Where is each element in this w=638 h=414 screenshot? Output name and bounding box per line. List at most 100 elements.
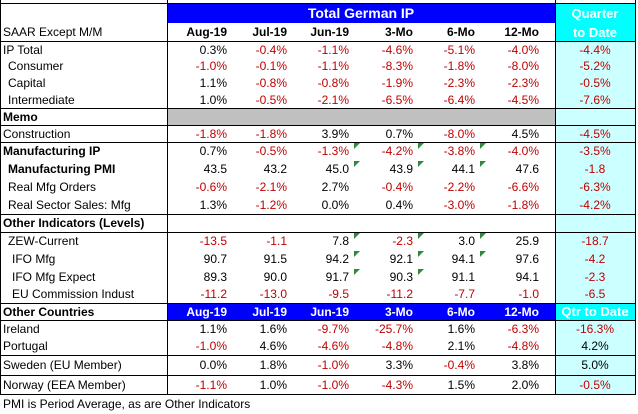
cell-marker-icon [480,251,486,257]
table-row: Portugal -1.0% 4.6% -4.6% -4.8% 2.1% -4.8% 4.2% [0,337,638,355]
row-label: Sweden (EU Member) [3,358,122,372]
value-cell: 0.7% [385,126,413,141]
value-cell: 1.8% [259,358,287,372]
cell-marker-icon [418,143,424,149]
qtd-cell: -7.6% [579,92,611,107]
row-label: EU Commission Indust [12,287,135,301]
value-cell: -1.8% [255,126,287,141]
table-title: Total German IP [307,5,415,21]
value-cell: -4.3% [381,377,413,392]
value-cell: -1.2% [255,198,287,212]
other-countries-header: Other Countries Aug-19 Jul-19 Jun-19 3-M… [0,303,638,320]
value-cell: 44.1 [451,162,475,176]
value-cell: 4.6% [259,339,287,353]
value-cell: 91.5 [263,252,287,266]
value-cell: -1.0% [195,339,227,353]
qtd-cell: -16.3% [575,321,615,336]
title-row: Total German IP Quarter [0,3,638,23]
value-cell: 94.1 [451,252,475,266]
row-label: Portugal [3,339,48,353]
other-countries-header-band [167,303,555,320]
cell-marker-icon [418,161,424,167]
value-cell: -9.7% [317,321,349,336]
grid-line [555,0,556,395]
value-cell: 43.2 [263,162,287,176]
value-cell: 0.3% [199,42,227,57]
value-cell: -1.8% [195,126,227,141]
row-label: Real Mfg Orders [8,180,97,194]
grid-line [0,355,636,356]
value-cell: -4.6% [317,339,349,353]
header-row: SAAR Except M/M Aug-19 Jul-19 Jun-19 3-M… [0,23,638,41]
grid-line [0,142,636,143]
value-cell: 1.6% [259,321,287,336]
value-cell: 1.3% [199,198,227,212]
value-cell: -1.0% [195,59,227,73]
grid-line [0,320,636,321]
memo-band [167,108,555,125]
table-row: Manufacturing IP 0.7% -0.5% -1.3% -4.2% -3.8%… [0,142,638,160]
qtd-cell: 4.2% [581,339,609,353]
period-header: Aug-19 [186,304,227,319]
qtd-cell: -6.3% [579,180,611,194]
quarter-label-1: Quarter [571,5,619,21]
value-cell: 0.0% [321,198,349,212]
value-cell: 3.3% [385,358,413,372]
value-cell: -4.5% [507,92,539,107]
value-cell: 45.0 [325,162,349,176]
cell-marker-icon [480,233,486,239]
value-cell: -2.1% [317,92,349,107]
quarter-label-2: to Date [572,24,618,40]
row-label: Manufacturing IP [3,144,101,158]
table-row: Norway (EEA Member) -1.1% 1.0% -1.0% -4.3% 1.… [0,375,638,394]
qtd-cell: -0.5% [579,377,611,392]
grid-line [0,303,636,304]
cell-marker-icon [418,233,424,239]
grid-line [167,0,168,395]
table-row: Real Sector Sales: Mfg 1.3% -1.2% 0.0% 0.4% -… [0,196,638,214]
qtd-cell: -3.5% [579,144,611,158]
value-cell: -1.8% [443,59,475,73]
title-band [167,3,555,23]
period-header: 6-Mo [447,25,475,39]
cell-marker-icon [354,143,360,149]
cell-marker-icon [354,233,360,239]
grid-line [0,3,636,4]
value-cell: -6.5% [381,92,413,107]
value-cell: -2.1% [255,180,287,194]
value-cell: 47.6 [515,162,539,176]
value-cell: -11.2 [200,287,227,301]
grid-line [0,394,636,395]
other-indicators-label: Other Indicators (Levels) [3,216,145,230]
value-cell: 1.0% [199,92,227,107]
grid-line [0,0,1,395]
value-cell: 43.5 [203,162,227,176]
row-label: Consumer [8,59,64,73]
value-cell: 1.6% [447,321,475,336]
qtd-cell: -0.5% [579,75,611,90]
qtd-cell: -18.7 [581,234,609,248]
value-cell: 2.7% [321,180,349,194]
value-cell: -4.8% [507,339,539,353]
value-cell: 89.3 [203,269,227,284]
value-cell: -2.3% [443,75,475,90]
value-cell: 90.7 [203,252,227,266]
other-countries-label: Other Countries [3,304,95,319]
row-label: Real Sector Sales: Mfg [8,198,131,212]
memo-label: Memo [3,109,38,124]
qtd-label: Qtr to Date [561,304,629,319]
table-row: IFO Mfg Expect 89.3 90.0 91.7 90.3 91.1 94.1 -2… [0,268,638,285]
period-header: Jul-19 [252,25,287,39]
value-cell: -8.0% [507,59,539,73]
value-cell: -6.3% [507,321,539,336]
value-cell: 1.1% [199,321,227,336]
value-cell: -25.7% [374,321,413,336]
value-cell: 0.4% [385,198,413,212]
units-label: SAAR Except M/M [3,25,103,39]
value-cell: -1.9% [381,75,413,90]
qtd-cell: -4.4% [579,42,611,57]
value-cell: -1.1 [266,234,287,248]
table-row: Manufacturing PMI 43.5 43.2 45.0 43.9 44.1 47.… [0,160,638,178]
value-cell: -2.2% [443,180,475,194]
